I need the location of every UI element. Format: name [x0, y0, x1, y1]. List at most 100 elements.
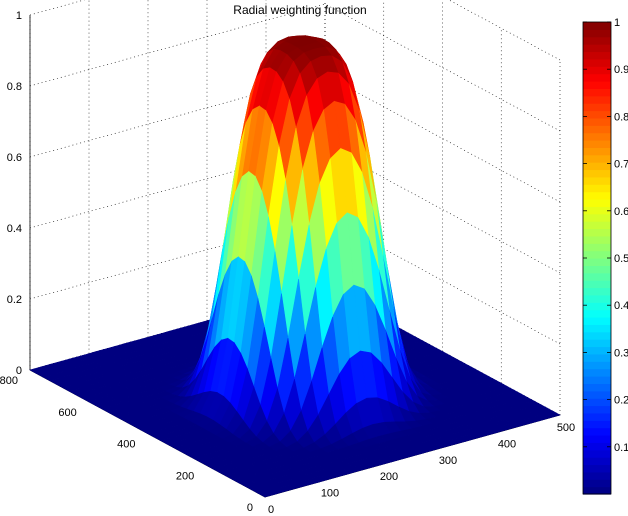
colorbar-swatch: [583, 383, 611, 392]
colorbar-swatch: [583, 58, 611, 67]
colorbar-tick-label: 0.1: [614, 442, 628, 454]
colorbar-tick-label: 0.5: [614, 253, 628, 265]
colorbar-swatch: [583, 66, 611, 75]
colorbar-swatch: [583, 486, 611, 495]
y-tick-label: 800: [0, 375, 18, 387]
colorbar-swatch: [583, 162, 611, 171]
colorbar-swatch: [583, 294, 611, 303]
z-tick-label: 0.6: [7, 152, 22, 164]
colorbar-swatch: [583, 103, 611, 112]
grid-line: [324, 145, 561, 274]
chart-title: Radial weighting function: [233, 3, 366, 17]
colorbar-swatch: [583, 140, 611, 148]
x-tick-label: 500: [557, 422, 575, 434]
grid-line: [448, 0, 561, 61]
colorbar-swatch: [583, 169, 611, 178]
x-tick-label: 0: [268, 504, 274, 516]
colorbar-swatch: [583, 95, 611, 104]
colorbar-swatch: [583, 184, 611, 193]
y-tick-label: 0: [247, 502, 253, 514]
colorbar-tick-label: 0.7: [614, 159, 628, 171]
colorbar-swatch: [583, 44, 611, 53]
colorbar-swatch: [583, 147, 611, 156]
colorbar-swatch: [583, 376, 611, 384]
grid-line: [324, 3, 561, 132]
colorbar-swatch: [583, 427, 611, 436]
colorbar-swatch: [583, 390, 611, 399]
colorbar-swatch: [583, 22, 611, 30]
colorbar-swatch: [583, 154, 611, 163]
colorbar-swatch: [583, 125, 611, 134]
colorbar-swatch: [583, 243, 611, 252]
colorbar-swatch: [583, 280, 611, 289]
colorbar-swatch: [583, 331, 611, 340]
colorbar-swatch: [583, 324, 611, 333]
grid-line: [324, 216, 561, 345]
colorbar-swatch: [583, 250, 611, 259]
z-tick-label: 0.8: [7, 81, 22, 93]
colorbar-swatch: [583, 51, 611, 60]
colorbar-swatch: [583, 405, 611, 414]
colorbar-tick-label: 0.6: [614, 206, 628, 218]
colorbar-swatch: [583, 435, 611, 443]
colorbar-swatch: [583, 235, 611, 244]
z-tick-label: 1: [16, 10, 22, 22]
colorbar-swatch: [583, 221, 611, 230]
colorbar-tick-label: 0.8: [614, 111, 628, 123]
colorbar-swatch: [583, 191, 611, 200]
x-tick-label: 100: [321, 488, 339, 500]
colorbar-tick-label: 0.9: [614, 64, 628, 76]
colorbar-swatch: [583, 272, 611, 281]
colorbar-swatch: [583, 29, 611, 38]
x-tick-label: 300: [439, 455, 457, 467]
colorbar-swatch: [583, 471, 611, 480]
colorbar-swatch: [583, 132, 611, 141]
colorbar-swatch: [583, 302, 611, 311]
colorbar: 0.1 0.2 0.3 0.4 0.5 0.6 0.7 0.8 0.9 1: [582, 17, 628, 495]
colorbar-swatch: [583, 457, 611, 466]
surface-plot: [29, 35, 561, 498]
colorbar-swatch: [583, 110, 611, 119]
colorbar-swatch: [583, 81, 611, 89]
z-tick-label: 0: [16, 365, 22, 377]
colorbar-swatch: [583, 36, 611, 45]
colorbar-swatch: [583, 479, 611, 488]
colorbar-swatch: [583, 398, 611, 407]
x-tick-label: 400: [498, 438, 516, 450]
colorbar-tick-label: 1: [614, 17, 620, 29]
y-tick-label: 400: [117, 439, 135, 451]
colorbar-swatch: [583, 412, 611, 421]
axis-ticks: 0100200300400500020040060080000.20.40.60…: [0, 10, 575, 516]
colorbar-swatch: [583, 420, 611, 429]
colorbar-tick-label: 0.4: [614, 300, 628, 312]
colorbar-tick-label: 0.3: [614, 347, 628, 359]
colorbar-swatch: [583, 464, 611, 473]
colorbar-swatch: [583, 368, 611, 377]
y-tick-label: 200: [176, 470, 194, 482]
surface-patch: [257, 490, 277, 498]
colorbar-swatch: [583, 73, 611, 82]
colorbar-swatch: [583, 199, 611, 207]
colorbar-tick-label: 0.2: [614, 395, 628, 407]
y-tick-label: 600: [58, 407, 76, 419]
colorbar-swatch: [583, 213, 611, 222]
colorbar-swatch: [583, 88, 611, 97]
colorbar-swatch: [583, 361, 611, 370]
colorbar-swatch: [583, 449, 611, 458]
colorbar-swatch: [583, 265, 611, 274]
z-tick-label: 0.2: [7, 294, 22, 306]
colorbar-swatch: [583, 309, 611, 318]
grid-line: [324, 74, 561, 203]
colorbar-swatch: [583, 176, 611, 185]
colorbar-swatch: [583, 287, 611, 296]
colorbar-swatch: [583, 206, 611, 215]
colorbar-swatch: [583, 117, 611, 126]
colorbar-swatch: [583, 317, 611, 325]
colorbar-swatch: [583, 258, 611, 266]
colorbar-swatch: [583, 228, 611, 237]
x-tick-label: 200: [380, 471, 398, 483]
colorbar-swatch: [583, 346, 611, 355]
z-tick-label: 0.4: [7, 223, 22, 235]
colorbar-swatch: [583, 339, 611, 348]
